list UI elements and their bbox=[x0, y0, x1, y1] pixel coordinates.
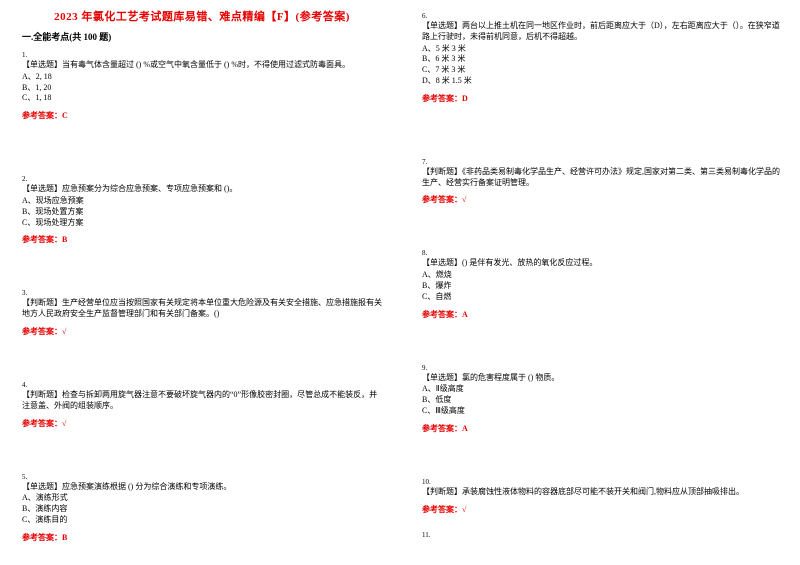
q-num: 3. bbox=[22, 289, 382, 297]
q-opt: C、1, 18 bbox=[22, 93, 382, 104]
page: 2023 年氯化工艺考试题库易错、难点精编【F】(参考答案) 一.全能考点(共 … bbox=[0, 0, 800, 565]
q-opt: B、低度 bbox=[422, 395, 782, 406]
q-stem: 【判断题】检查与拆卸两用旋气器注意不要破坏旋气器内的“0”形像胶密封圈，尽管总成… bbox=[22, 390, 382, 412]
q-opt: C、自燃 bbox=[422, 292, 782, 303]
q-num: 7. bbox=[422, 158, 782, 166]
q-opt: A、燃烧 bbox=[422, 270, 782, 281]
q-answer: 参考答案：C bbox=[22, 110, 382, 121]
q-stem: 【单选题】当有毒气体含量超过 () %或空气中氧含量低于 () %时，不得使用过… bbox=[22, 60, 382, 71]
q-answer: 参考答案：√ bbox=[422, 504, 782, 515]
q-answer: 参考答案：√ bbox=[22, 326, 382, 337]
left-column: 2023 年氯化工艺考试题库易错、难点精编【F】(参考答案) 一.全能考点(共 … bbox=[0, 0, 400, 565]
q-answer: 参考答案：D bbox=[422, 93, 782, 104]
q-num: 9. bbox=[422, 364, 782, 372]
q-stem: 【单选题】() 是伴有发光、放热的氧化反应过程。 bbox=[422, 258, 782, 269]
q-answer: 参考答案：B bbox=[22, 532, 382, 543]
doc-title: 2023 年氯化工艺考试题库易错、难点精编【F】(参考答案) bbox=[22, 8, 382, 24]
q-num: 1. bbox=[22, 51, 382, 59]
q-opt: A、现场应急预案 bbox=[22, 196, 382, 207]
q-stem: 【单选题】氯的危害程度属于 () 物质。 bbox=[422, 373, 782, 384]
q-stem: 【单选题】应急预案演练根据 () 分为综合演练和专项演练。 bbox=[22, 482, 382, 493]
q-opt: C、7 米 3 米 bbox=[422, 65, 782, 76]
q-num: 4. bbox=[22, 381, 382, 389]
q-answer: 参考答案：A bbox=[422, 309, 782, 320]
q-stem: 【判断题】承装腐蚀性液体物料的容器底部尽可能不装开关和阀门,物料应从顶部抽吸排出… bbox=[422, 487, 782, 498]
q-opt: B、1, 20 bbox=[22, 83, 382, 94]
q-opt: B、现场处置方案 bbox=[22, 207, 382, 218]
q-opt: A、5 米 3 米 bbox=[422, 44, 782, 55]
q-opt: B、6 米 3 米 bbox=[422, 54, 782, 65]
q-answer: 参考答案：B bbox=[22, 234, 382, 245]
q-opt: C、Ⅲ级高度 bbox=[422, 406, 782, 417]
q-num: 11. bbox=[422, 531, 782, 539]
q-stem: 【单选题】应急预案分为综合应急预案、专项应急预案和 ()。 bbox=[22, 184, 382, 195]
q-stem: 【单选题】两台以上推土机在同一地区作业时，前后距离应大于（D），左右距离应大于（… bbox=[422, 21, 782, 43]
q-answer: 参考答案：A bbox=[422, 423, 782, 434]
q-num: 10. bbox=[422, 478, 782, 486]
right-column: 6. 【单选题】两台以上推土机在同一地区作业时，前后距离应大于（D），左右距离应… bbox=[400, 0, 800, 565]
q-answer: 参考答案：√ bbox=[22, 418, 382, 429]
q-opt: A、2, 18 bbox=[22, 72, 382, 83]
q-answer: 参考答案：√ bbox=[422, 194, 782, 205]
q-stem: 【判断题】生产经营单位应当按照国家有关规定将本单位重大危险源及有关安全措施、应急… bbox=[22, 298, 382, 320]
q-num: 6. bbox=[422, 12, 782, 20]
q-num: 8. bbox=[422, 249, 782, 257]
q-stem: 【判断题】《非药品类易制毒化学品生产、经营许可办法》规定,国家对第二类、第三类易… bbox=[422, 167, 782, 189]
q-opt: D、8 米 1.5 米 bbox=[422, 76, 782, 87]
q-opt: B、爆炸 bbox=[422, 281, 782, 292]
q-opt: A、演练形式 bbox=[22, 493, 382, 504]
q-opt: C、现场处理方案 bbox=[22, 218, 382, 229]
q-num: 2. bbox=[22, 175, 382, 183]
q-opt: B、演练内容 bbox=[22, 504, 382, 515]
section-heading: 一.全能考点(共 100 题) bbox=[22, 30, 382, 43]
q-num: 5. bbox=[22, 473, 382, 481]
q-opt: C、演练目的 bbox=[22, 515, 382, 526]
q-opt: A、Ⅱ级高度 bbox=[422, 384, 782, 395]
